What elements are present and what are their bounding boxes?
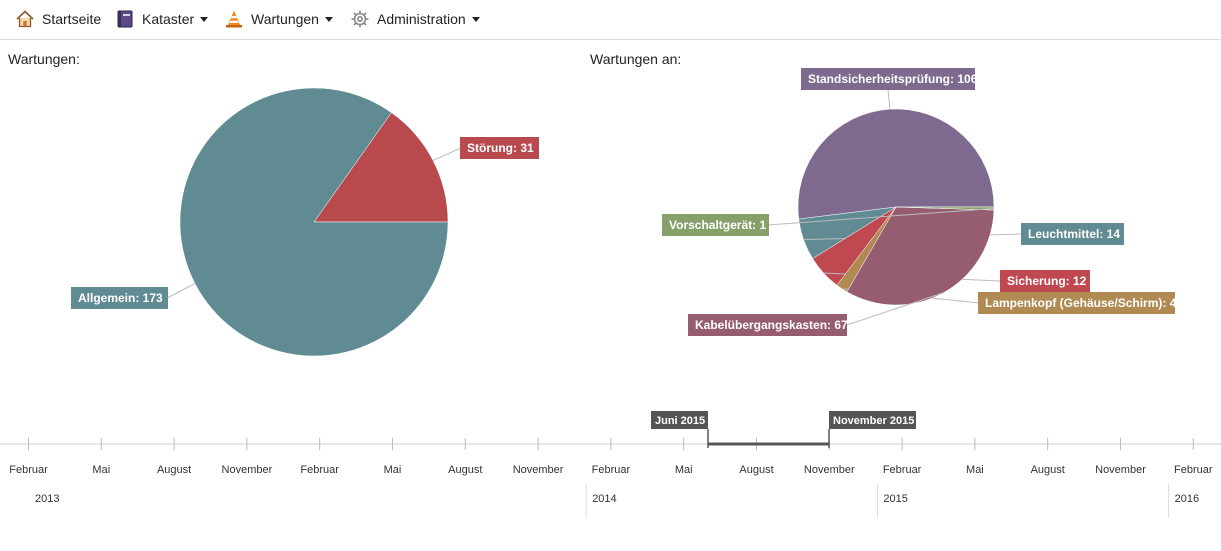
slice-label-box [1000, 270, 1090, 292]
timeline-month-label: Februar [300, 464, 339, 476]
label-connector [432, 147, 462, 161]
nav-label-startseite: Startseite [42, 11, 102, 27]
slice-label-box [1021, 223, 1124, 245]
timeline-month-label: Februar [9, 464, 48, 476]
timeline-month-label: Mai [675, 464, 693, 476]
slice-label-kabeluebergangskasten: Kabelübergangskasten: 67 [695, 318, 848, 332]
slice-label-box [71, 287, 168, 309]
timeline-month-label: Februar [592, 464, 631, 476]
range-end-badge [829, 411, 916, 429]
nav-label-kataster: Kataster [142, 11, 195, 27]
slice-label-sicherung: Sicherung: 12 [1007, 274, 1087, 288]
timeline-month-label: November [222, 464, 273, 476]
timeline-year-label: 2016 [1175, 493, 1199, 505]
traffic-cone-icon [224, 9, 244, 29]
top-navigation: Startseite Kataster Wartungen [0, 0, 1221, 40]
label-connector [767, 208, 995, 226]
timeline-month-label: August [739, 464, 773, 476]
timeline-month-label: November [804, 464, 855, 476]
timeline-year-label: 2015 [883, 493, 907, 505]
slice-label-box [460, 137, 539, 159]
timeline-month-label: August [1031, 464, 1065, 476]
pie-slice-allgemein[interactable] [179, 87, 449, 357]
timeline-month-label: November [513, 464, 564, 476]
timeline-month-label: August [157, 464, 191, 476]
nav-label-wartungen: Wartungen [251, 11, 319, 27]
nav-item-startseite[interactable]: Startseite [15, 8, 101, 30]
chevron-down-icon [471, 16, 480, 22]
timeline-month-label: November [1095, 464, 1146, 476]
slice-label-vorschaltgeraet: Vorschaltgerät: 1 [669, 218, 766, 232]
slice-label-box [978, 292, 1175, 314]
home-icon [15, 9, 35, 29]
range-end-label: November 2015 [833, 415, 914, 427]
timeline[interactable]: Februar Mai August November Februar Mai August… [0, 411, 1221, 518]
timeline-month-label: Mai [92, 464, 110, 476]
timeline-month-label: Mai [384, 464, 402, 476]
label-connector [166, 283, 196, 299]
timeline-year-label: 2013 [35, 493, 59, 505]
label-connector [846, 292, 944, 326]
slice-label-box [688, 314, 847, 336]
pie-slice-stoerung[interactable] [313, 112, 449, 223]
chevron-down-icon [200, 16, 209, 22]
nav-item-kataster[interactable]: Kataster [115, 8, 209, 30]
pie-chart-1: Störung: 31 Allgemein: 173 [71, 87, 539, 357]
timeline-month-label: August [448, 464, 482, 476]
book-icon [115, 9, 135, 29]
pie-chart-2: Standsicherheitsprüfung: 106 Leuchtmittel… [662, 68, 1177, 336]
nav-item-administration[interactable]: Administration [350, 8, 480, 30]
timeline-month-label: Februar [1174, 464, 1213, 476]
nav-item-wartungen[interactable]: Wartungen [224, 8, 333, 30]
nav-label-administration: Administration [377, 11, 466, 27]
slice-label-leuchtmittel: Leuchtmittel: 14 [1028, 227, 1120, 241]
gear-icon [350, 9, 370, 29]
chevron-down-icon [324, 16, 333, 22]
timeline-year-label: 2014 [592, 493, 616, 505]
right-chart-title: Wartungen an: [590, 51, 682, 67]
left-chart-title: Wartungen: [8, 51, 80, 67]
range-start-label: Juni 2015 [655, 415, 705, 427]
timeline-month-label: Februar [883, 464, 922, 476]
slice-label-lampenkopf-gehaeuse-schirm: Lampenkopf (Gehäuse/Schirm): 4 [985, 296, 1177, 310]
pie-slice-standsicherheitspruefung[interactable] [797, 108, 995, 220]
slice-label-box [662, 214, 769, 236]
slice-label-box [801, 68, 975, 90]
timeline-month-label: Mai [966, 464, 984, 476]
label-connector [887, 89, 891, 110]
slice-label-standsicherheitspruefung: Standsicherheitsprüfung: 106 [808, 72, 978, 86]
slice-label-stoerung: Störung: 31 [467, 141, 534, 155]
slice-label-allgemein: Allgemein: 173 [78, 291, 163, 305]
range-start-badge [651, 411, 708, 429]
